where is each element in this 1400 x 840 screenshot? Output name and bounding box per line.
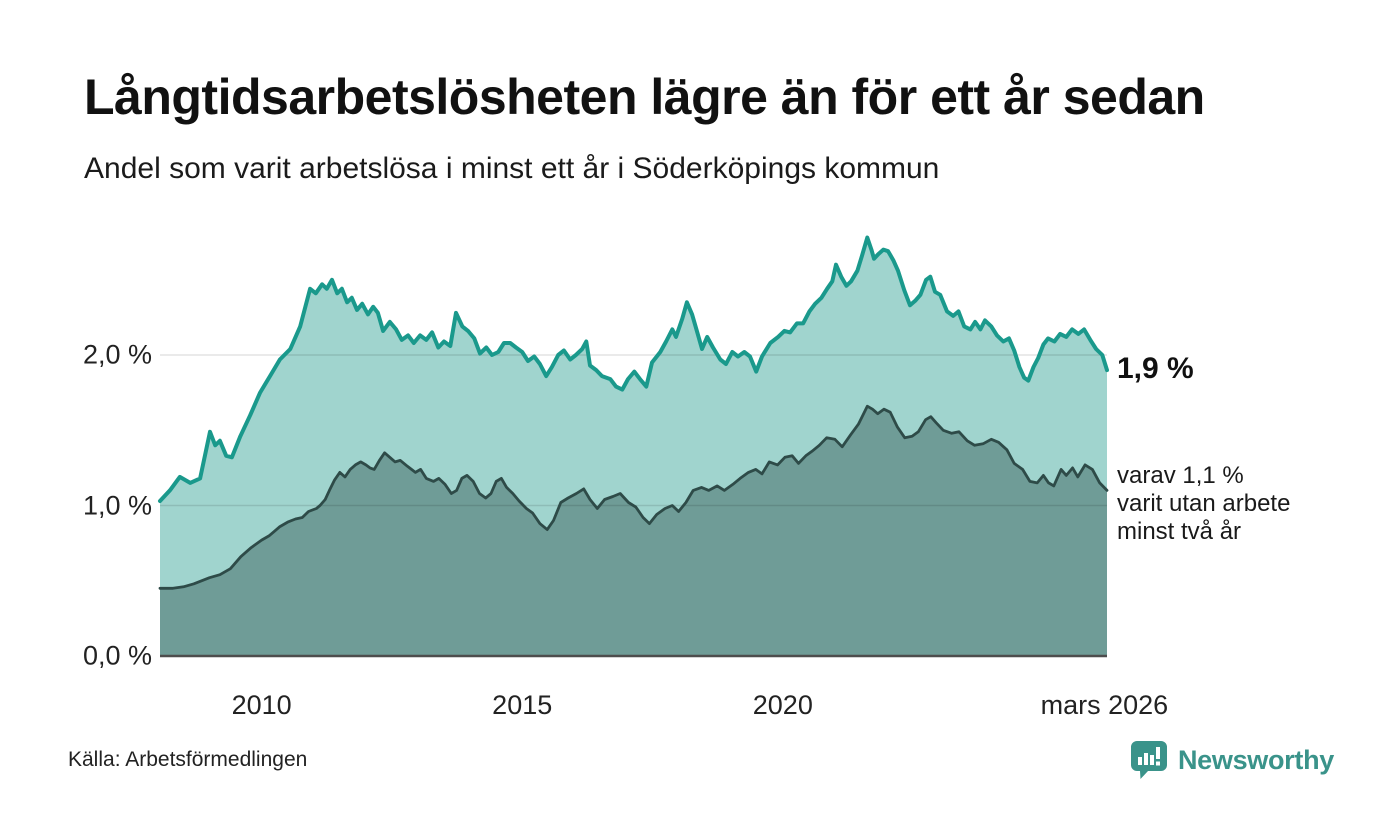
y-tick-label: 2,0 %	[82, 339, 152, 370]
end-value-label-total: 1,9 %	[1117, 352, 1194, 386]
page-title: Långtidsarbetslösheten lägre än för ett …	[84, 69, 1205, 125]
newsworthy-logo-link[interactable]: Newsworthy	[1130, 740, 1334, 780]
series-total-line	[158, 235, 1109, 503]
y-tick-label: 0,0 %	[82, 640, 152, 671]
x-tick-label: 2020	[752, 690, 813, 720]
annotation-line: minst två år	[1117, 518, 1242, 546]
series-two-years-area	[160, 406, 1107, 656]
series-two-years-line	[158, 404, 1109, 590]
annotation-line: varit utan arbete	[1117, 490, 1291, 518]
x-tick-label: 2010	[231, 690, 292, 720]
newsworthy-icon	[1130, 741, 1167, 779]
annotation-line: varav 1,1 %	[1117, 462, 1244, 490]
source-note: Källa: Arbetsförmedlingen	[68, 748, 308, 771]
newsworthy-wordmark: Newsworthy	[1177, 744, 1334, 775]
end-value-label-two-years: varav 1,1 % varit utan arbete minst två …	[1117, 462, 1290, 546]
x-tick-label: mars 2026	[1040, 690, 1169, 720]
chart-subtitle: Andel som varit arbetslösa i minst ett å…	[84, 152, 940, 185]
y-tick-label: 1,0 %	[82, 490, 152, 520]
x-tick-label: 2015	[492, 690, 553, 720]
